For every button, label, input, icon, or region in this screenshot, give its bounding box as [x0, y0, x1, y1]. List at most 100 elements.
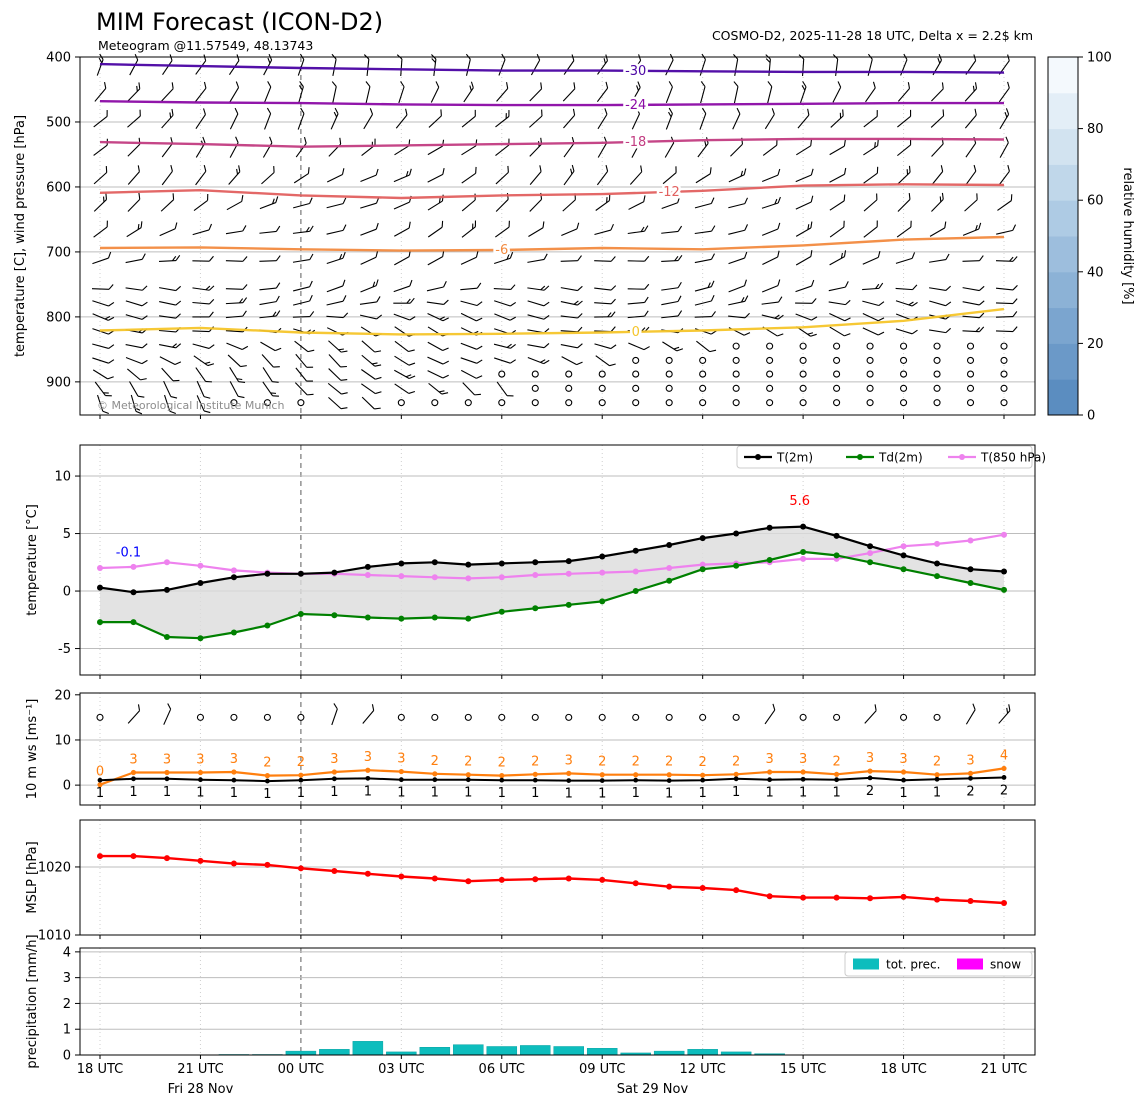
- svg-text:1020: 1020: [38, 860, 71, 875]
- svg-text:1010: 1010: [38, 929, 71, 944]
- contour-label--12: -12: [659, 185, 680, 200]
- svg-text:1: 1: [431, 786, 439, 801]
- svg-text:3: 3: [966, 753, 974, 768]
- svg-text:2: 2: [966, 784, 974, 799]
- contour--12: [99, 183, 1005, 200]
- svg-text:3: 3: [330, 752, 338, 767]
- svg-text:3: 3: [364, 750, 372, 765]
- svg-text:10: 10: [54, 470, 71, 485]
- precip-bar: [319, 1049, 350, 1056]
- precip-bar: [553, 1046, 584, 1056]
- copyright-text: © Meteorological Institute Munich: [97, 399, 284, 412]
- page-title: MIM Forecast (ICON-D2): [96, 8, 384, 36]
- svg-text:1: 1: [933, 785, 941, 800]
- svg-text:1: 1: [598, 787, 606, 802]
- svg-text:3: 3: [196, 752, 204, 767]
- svg-text:0: 0: [96, 765, 104, 780]
- svg-text:1: 1: [531, 786, 539, 801]
- x-tick-label: 06 UTC: [479, 1062, 525, 1077]
- svg-text:3: 3: [565, 753, 573, 768]
- svg-text:1: 1: [397, 786, 405, 801]
- x-tick-label: 15 UTC: [780, 1062, 826, 1077]
- svg-text:10 m ws [ms⁻¹]: 10 m ws [ms⁻¹]: [25, 699, 40, 800]
- t2m-line: [99, 525, 1005, 594]
- svg-text:temperature [°C]: temperature [°C]: [25, 504, 40, 616]
- contour--18: [99, 137, 1005, 148]
- mslp-line: [100, 854, 1005, 905]
- precip-bar: [486, 1046, 518, 1056]
- svg-text:1: 1: [263, 787, 271, 802]
- contour-label--18: -18: [625, 135, 646, 150]
- svg-text:80: 80: [1087, 122, 1104, 137]
- precip-legend: tot. prec. snow: [844, 951, 1033, 977]
- precip-bar: [586, 1048, 618, 1056]
- svg-text:900: 900: [46, 375, 71, 390]
- svg-text:2: 2: [531, 754, 539, 769]
- svg-text:0: 0: [1087, 409, 1095, 424]
- date-label: Fri 28 Nov: [168, 1082, 234, 1097]
- svg-text:1: 1: [96, 786, 104, 801]
- td2m-line: [100, 550, 1005, 640]
- svg-text:T(850 hPa): T(850 hPa): [980, 451, 1046, 465]
- svg-text:2: 2: [297, 755, 305, 770]
- svg-text:4: 4: [1000, 748, 1008, 763]
- panel-precipitation: tot. prec. snow 0 1 2 3 4 precipitation [mm/h]: [25, 934, 1036, 1069]
- x-axis-labels: 18 UTC 21 UTC 00 UTC 03 UTC 06 UTC 09 UTC 12 U…: [77, 1062, 1027, 1097]
- svg-text:1: 1: [163, 785, 171, 800]
- svg-text:precipitation [mm/h]: precipitation [mm/h]: [25, 934, 40, 1068]
- x-tick-label: 21 UTC: [981, 1062, 1027, 1077]
- humidity-colorbar: 0 20 40 60 80 100 relative humidity [%]: [1047, 51, 1135, 424]
- svg-text:20: 20: [54, 688, 71, 703]
- svg-text:2: 2: [933, 755, 941, 770]
- date-label: Sat 29 Nov: [617, 1082, 689, 1097]
- svg-text:4: 4: [63, 945, 71, 960]
- svg-text:1: 1: [498, 786, 506, 801]
- svg-text:1: 1: [196, 786, 204, 801]
- svg-text:Td(2m): Td(2m): [878, 451, 923, 465]
- svg-text:tot. prec.: tot. prec.: [886, 958, 940, 972]
- x-tick-label: 18 UTC: [880, 1062, 926, 1077]
- contour--30: [99, 62, 1005, 74]
- svg-text:1: 1: [129, 785, 137, 800]
- svg-text:1: 1: [565, 787, 573, 802]
- svg-text:40: 40: [1087, 265, 1104, 280]
- contour-label-0: 0: [632, 325, 640, 340]
- svg-text:700: 700: [46, 245, 71, 260]
- svg-text:1: 1: [330, 785, 338, 800]
- svg-text:1: 1: [230, 786, 238, 801]
- svg-text:2: 2: [832, 754, 840, 769]
- svg-text:2: 2: [63, 997, 71, 1012]
- svg-text:-5: -5: [58, 642, 71, 657]
- svg-text:3: 3: [866, 751, 874, 766]
- svg-text:500: 500: [46, 115, 71, 130]
- svg-text:1: 1: [699, 786, 707, 801]
- x-tick-label: 18 UTC: [77, 1062, 123, 1077]
- contour--24: [99, 100, 1004, 107]
- svg-text:2: 2: [866, 784, 874, 799]
- temperature-legend: T(2m) Td(2m) T(850 hPa): [736, 445, 1046, 469]
- t850-line: [99, 533, 1005, 580]
- precip-bar: [352, 1041, 384, 1056]
- svg-text:1: 1: [632, 786, 640, 801]
- svg-text:3: 3: [129, 752, 137, 767]
- precip-bar: [653, 1050, 685, 1056]
- svg-text:snow: snow: [990, 958, 1021, 972]
- svg-text:800: 800: [46, 310, 71, 325]
- page-subtitle: Meteogram @11.57549, 48.13743: [98, 38, 314, 53]
- svg-text:2: 2: [732, 754, 740, 769]
- svg-text:1: 1: [732, 785, 740, 800]
- precip-bar: [419, 1047, 451, 1056]
- svg-text:3: 3: [63, 971, 71, 986]
- annotation--0.1: -0.1: [116, 546, 141, 561]
- x-tick-label: 00 UTC: [278, 1062, 324, 1077]
- wind-barb-grid: [91, 53, 1018, 415]
- precip-bar: [285, 1050, 317, 1056]
- svg-text:3: 3: [799, 752, 807, 767]
- colorbar-label: relative humidity [%]: [1120, 167, 1135, 304]
- gust-line: [99, 767, 1005, 786]
- svg-text:2: 2: [498, 756, 506, 771]
- svg-text:1: 1: [364, 784, 372, 799]
- t-td-fill: [100, 526, 1004, 639]
- contour--6: [99, 235, 1005, 252]
